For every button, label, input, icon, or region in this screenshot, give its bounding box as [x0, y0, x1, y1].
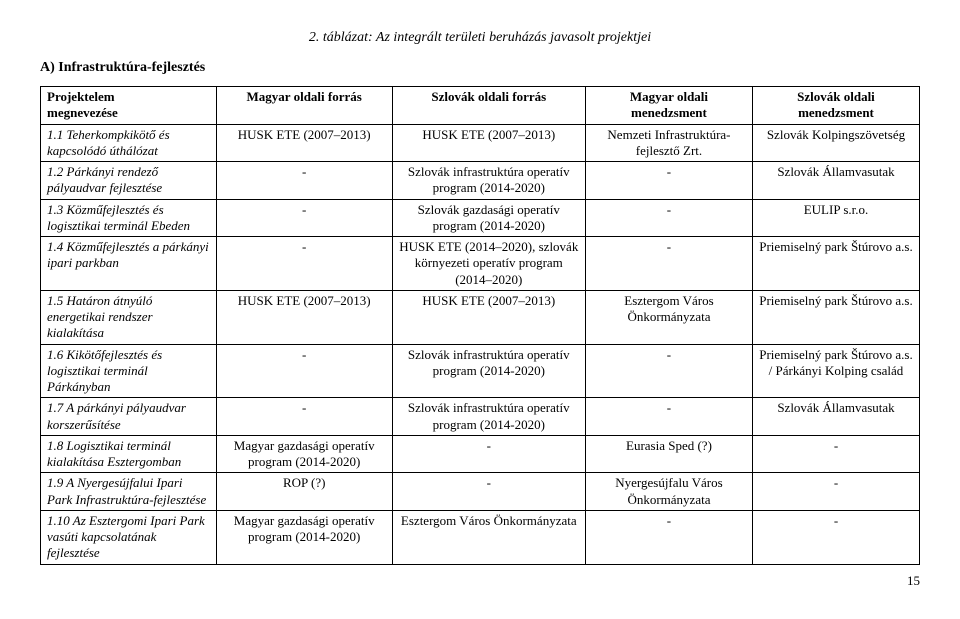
cell-project-name: 1.7 A párkányi pályaudvar korszerűsítése: [41, 398, 217, 436]
cell-hu-src: HUSK ETE (2007–2013): [216, 290, 392, 344]
cell-project-name: 1.10 Az Esztergomi Ipari Park vasúti kap…: [41, 510, 217, 564]
cell-project-name: 1.4 Közműfejlesztés a párkányi ipari par…: [41, 237, 217, 291]
cell-sk-mgmt: Priemiselný park Štúrovo a.s.: [752, 237, 919, 291]
cell-hu-mgmt: -: [585, 162, 752, 200]
table-row: 1.10 Az Esztergomi Ipari Park vasúti kap…: [41, 510, 920, 564]
cell-hu-src: -: [216, 237, 392, 291]
projects-table: Projektelem megnevezése Magyar oldali fo…: [40, 86, 920, 565]
th-sk-mgmt: Szlovák oldali menedzsment: [752, 87, 919, 125]
cell-sk-src: Szlovák infrastruktúra operatív program …: [392, 344, 585, 398]
cell-hu-mgmt: -: [585, 398, 752, 436]
cell-project-name: 1.3 Közműfejlesztés és logisztikai termi…: [41, 199, 217, 237]
cell-sk-src: -: [392, 473, 585, 511]
cell-sk-src: Szlovák gazdasági operatív program (2014…: [392, 199, 585, 237]
cell-hu-src: -: [216, 398, 392, 436]
table-row: 1.2 Párkányi rendező pályaudvar fejleszt…: [41, 162, 920, 200]
cell-hu-mgmt: -: [585, 237, 752, 291]
cell-sk-mgmt: Szlovák Kolpingszövetség: [752, 124, 919, 162]
th-sk-mgmt-line1: Szlovák oldali: [797, 89, 875, 104]
table-header-row: Projektelem megnevezése Magyar oldali fo…: [41, 87, 920, 125]
table-row: 1.1 Teherkompkikötő és kapcsolódó útháló…: [41, 124, 920, 162]
cell-sk-src: HUSK ETE (2014–2020), szlovák környezeti…: [392, 237, 585, 291]
cell-hu-mgmt: Esztergom Város Önkormányzata: [585, 290, 752, 344]
cell-sk-mgmt: -: [752, 473, 919, 511]
th-hu-mgmt-line2: menedzsment: [631, 105, 707, 120]
cell-project-name: 1.9 A Nyergesújfalui Ipari Park Infrastr…: [41, 473, 217, 511]
cell-hu-mgmt: -: [585, 199, 752, 237]
cell-sk-src: Szlovák infrastruktúra operatív program …: [392, 162, 585, 200]
table-row: 1.9 A Nyergesújfalui Ipari Park Infrastr…: [41, 473, 920, 511]
table-body: 1.1 Teherkompkikötő és kapcsolódó útháló…: [41, 124, 920, 564]
cell-hu-mgmt: Eurasia Sped (?): [585, 435, 752, 473]
cell-hu-src: ROP (?): [216, 473, 392, 511]
cell-project-name: 1.5 Határon átnyúló energetikai rendszer…: [41, 290, 217, 344]
cell-sk-src: HUSK ETE (2007–2013): [392, 290, 585, 344]
cell-hu-src: HUSK ETE (2007–2013): [216, 124, 392, 162]
table-row: 1.6 Kikötőfejlesztés és logisztikai term…: [41, 344, 920, 398]
th-hu-src: Magyar oldali forrás: [216, 87, 392, 125]
cell-project-name: 1.8 Logisztikai terminál kialakítása Esz…: [41, 435, 217, 473]
cell-hu-src: -: [216, 344, 392, 398]
th-project: Projektelem megnevezése: [41, 87, 217, 125]
cell-sk-src: -: [392, 435, 585, 473]
cell-sk-mgmt: Priemiselný park Štúrovo a.s. / Párkányi…: [752, 344, 919, 398]
cell-hu-mgmt: -: [585, 344, 752, 398]
cell-sk-src: HUSK ETE (2007–2013): [392, 124, 585, 162]
cell-sk-src: Szlovák infrastruktúra operatív program …: [392, 398, 585, 436]
th-hu-mgmt-line1: Magyar oldali: [630, 89, 708, 104]
page-number: 15: [40, 573, 920, 589]
cell-hu-mgmt: -: [585, 510, 752, 564]
cell-sk-mgmt: Priemiselný park Štúrovo a.s.: [752, 290, 919, 344]
cell-hu-src: -: [216, 199, 392, 237]
cell-sk-mgmt: Szlovák Államvasutak: [752, 162, 919, 200]
table-row: 1.4 Közműfejlesztés a párkányi ipari par…: [41, 237, 920, 291]
th-project-line2: megnevezése: [47, 105, 118, 120]
th-hu-mgmt: Magyar oldali menedzsment: [585, 87, 752, 125]
cell-sk-mgmt: -: [752, 510, 919, 564]
cell-project-name: 1.2 Párkányi rendező pályaudvar fejleszt…: [41, 162, 217, 200]
th-project-line1: Projektelem: [47, 89, 115, 104]
cell-sk-src: Esztergom Város Önkormányzata: [392, 510, 585, 564]
table-row: 1.8 Logisztikai terminál kialakítása Esz…: [41, 435, 920, 473]
table-caption: 2. táblázat: Az integrált területi beruh…: [40, 30, 920, 46]
cell-hu-mgmt: Nyergesújfalu Város Önkormányzata: [585, 473, 752, 511]
section-title: A) Infrastruktúra-fejlesztés: [40, 60, 920, 76]
cell-hu-src: Magyar gazdasági operatív program (2014-…: [216, 510, 392, 564]
cell-hu-src: Magyar gazdasági operatív program (2014-…: [216, 435, 392, 473]
cell-sk-mgmt: Szlovák Államvasutak: [752, 398, 919, 436]
th-sk-src: Szlovák oldali forrás: [392, 87, 585, 125]
table-row: 1.3 Közműfejlesztés és logisztikai termi…: [41, 199, 920, 237]
cell-project-name: 1.1 Teherkompkikötő és kapcsolódó útháló…: [41, 124, 217, 162]
cell-project-name: 1.6 Kikötőfejlesztés és logisztikai term…: [41, 344, 217, 398]
cell-hu-mgmt: Nemzeti Infrastruktúra-fejlesztő Zrt.: [585, 124, 752, 162]
cell-sk-mgmt: EULIP s.r.o.: [752, 199, 919, 237]
th-sk-mgmt-line2: menedzsment: [798, 105, 874, 120]
table-row: 1.5 Határon átnyúló energetikai rendszer…: [41, 290, 920, 344]
table-row: 1.7 A párkányi pályaudvar korszerűsítése…: [41, 398, 920, 436]
cell-hu-src: -: [216, 162, 392, 200]
cell-sk-mgmt: -: [752, 435, 919, 473]
